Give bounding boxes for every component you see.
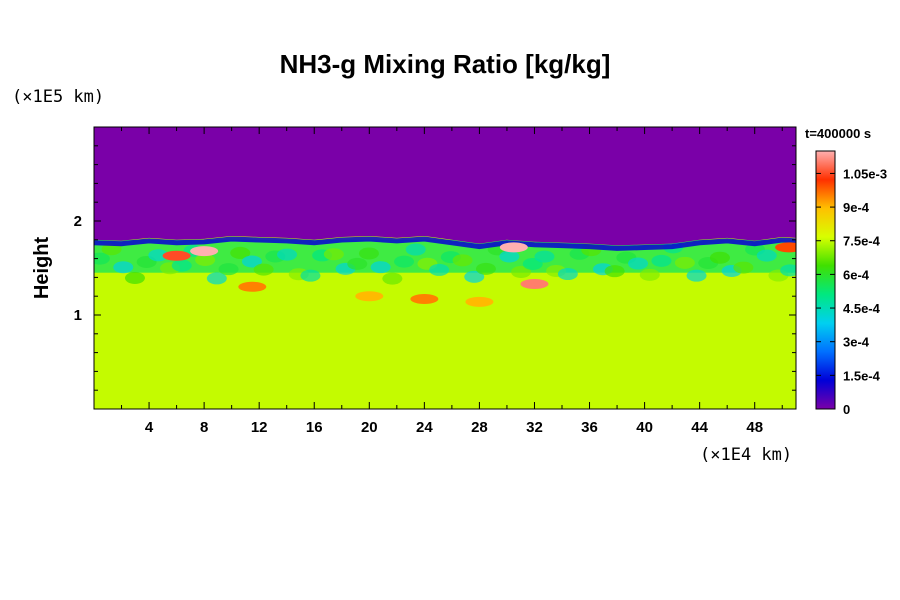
field-swirl [557, 268, 578, 281]
field-swirl [475, 262, 496, 275]
colorbar-tick-label: 1.5e-4 [843, 368, 881, 383]
field-swirl [241, 255, 262, 268]
field-swirl [370, 261, 391, 274]
field-swirl [101, 243, 122, 256]
field-swirl [148, 249, 169, 262]
field-swirl [230, 246, 251, 259]
x-tick-label: 16 [306, 419, 323, 436]
field-swirl [511, 265, 532, 278]
field-swirl [686, 269, 707, 282]
field-swirl [382, 272, 403, 285]
field-swirl [452, 254, 473, 267]
y-tick-label: 2 [74, 213, 82, 230]
high-concentration-feature [465, 296, 494, 307]
high-concentration-feature [355, 291, 384, 302]
high-concentration-feature [162, 250, 191, 261]
field-swirl [277, 248, 298, 261]
field-swirl [780, 264, 796, 277]
field-swirl [628, 257, 649, 270]
field-swirl [405, 243, 426, 256]
colorbar-tick-label: 1.05e-3 [843, 166, 887, 181]
y-tick-label: 1 [74, 307, 82, 324]
colorbar-tick-label: 9e-4 [843, 200, 870, 215]
field-swirl [195, 253, 216, 266]
x-tick-label: 4 [145, 419, 154, 436]
field-swirl [253, 263, 274, 276]
field-swirl [347, 257, 368, 270]
field-swirl [94, 252, 110, 265]
x-tick-label: 40 [636, 419, 653, 436]
field-swirl [323, 248, 344, 261]
x-tick-label: 12 [251, 419, 268, 436]
field-swirl [464, 270, 485, 283]
x-tick-label: 36 [581, 419, 598, 436]
field-swirl [674, 256, 695, 269]
high-concentration-feature [410, 294, 439, 305]
field-swirl [709, 251, 730, 264]
interface-edge [94, 236, 796, 251]
plot-area [94, 127, 796, 409]
field-swirl [113, 261, 134, 274]
field-swirl [124, 271, 145, 284]
field-swirl [429, 263, 450, 276]
x-unit-label: (×1E4 km) [700, 445, 792, 465]
field-swirl [499, 250, 520, 263]
field-swirl [756, 249, 777, 262]
plot-frame [93, 126, 797, 410]
field-swirl [394, 255, 415, 268]
x-tick-label: 28 [471, 419, 488, 436]
field-swirl [206, 272, 227, 285]
colorbar-tick-label: 6e-4 [843, 267, 870, 282]
colorbar-tick-label: 7.5e-4 [843, 234, 881, 249]
field-swirl [358, 247, 379, 260]
field-swirl [733, 261, 754, 274]
field-swirl [218, 263, 239, 276]
x-tick-label: 8 [200, 419, 208, 436]
high-concentration-feature [520, 278, 549, 289]
colorbar-tick-label: 3e-4 [843, 335, 870, 350]
x-tick-label: 44 [691, 419, 708, 436]
upper-depleted-region [94, 127, 796, 246]
field-swirl [604, 265, 625, 278]
high-concentration-feature [238, 281, 267, 292]
field-swirl [300, 269, 321, 282]
x-tick-label: 48 [746, 419, 763, 436]
y-unit-label: (×1E5 km) [12, 87, 104, 107]
field-swirl [639, 268, 660, 281]
x-tick-label: 24 [416, 419, 433, 436]
axis-ticks [94, 127, 796, 409]
colorbar-ticks: 0 1.5e-4 3e-4 4.5e-4 6e-4 7.5e-4 9e-4 1.05e-3 [816, 166, 887, 417]
field-swirl [651, 254, 672, 267]
time-label: t=400000 s [805, 126, 871, 141]
high-concentration-feature [775, 242, 796, 253]
x-tick-label: 20 [361, 419, 378, 436]
chart-title: NH3-g Mixing Ratio [kg/kg] [280, 49, 611, 79]
colorbar [815, 150, 836, 410]
y-axis-label: Height [31, 237, 53, 300]
high-concentration-feature [499, 242, 528, 253]
field-swirl [534, 250, 555, 263]
x-tick-label: 32 [526, 419, 543, 436]
colorbar-tick-label: 0 [843, 402, 850, 417]
field-swirl [171, 259, 192, 272]
colorbar-tick-label: 4.5e-4 [843, 301, 881, 316]
high-concentration-feature [190, 246, 219, 257]
